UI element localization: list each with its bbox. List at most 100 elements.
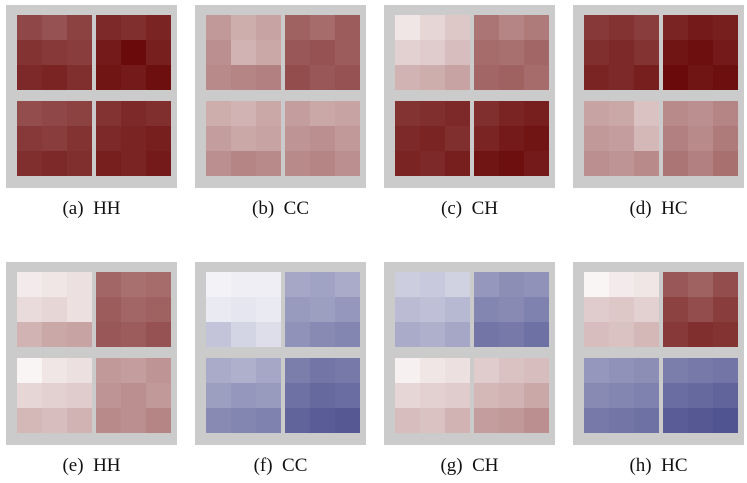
heatmap-cell (395, 408, 420, 433)
heatmap-cell (285, 408, 310, 433)
heatmap-cell (663, 297, 688, 322)
heatmap-cell (310, 40, 335, 65)
panel-caption: (f) CC (253, 455, 308, 476)
heatmap-cell (285, 322, 310, 347)
heatmap-cell (231, 65, 256, 90)
heatmap-cell (285, 101, 310, 126)
heatmap-cell (445, 101, 470, 126)
heatmap-cell (609, 322, 634, 347)
heatmap-cell (688, 272, 713, 297)
heatmap-cell (524, 151, 549, 176)
heatmap-block-1 (395, 15, 470, 90)
heatmap-cell (584, 297, 609, 322)
heatmap-cell (395, 126, 420, 151)
heatmap-cell (584, 151, 609, 176)
heatmap-cell (663, 151, 688, 176)
heatmap-cell (688, 15, 713, 40)
heatmap-cell (688, 358, 713, 383)
heatmap-block-2 (285, 15, 360, 90)
heatmap-cell (688, 126, 713, 151)
panel-caption: (b) CC (252, 198, 309, 219)
heatmap-cell (609, 40, 634, 65)
heatmap-cell (42, 126, 67, 151)
heatmap-cell (688, 40, 713, 65)
heatmap-cell (584, 358, 609, 383)
heatmap-cell (121, 322, 146, 347)
heatmap-block-1 (206, 15, 281, 90)
heatmap-cell (499, 272, 524, 297)
heatmap-cell (17, 40, 42, 65)
heatmap-cell (121, 358, 146, 383)
heatmap-cell (17, 126, 42, 151)
heatmap-cell (96, 383, 121, 408)
heatmap-cell (121, 101, 146, 126)
heatmap-cell (146, 151, 171, 176)
heatmap-cell (42, 15, 67, 40)
heatmap-cell (395, 40, 420, 65)
heatmap-block-1 (584, 272, 659, 347)
heatmap-cell (634, 408, 659, 433)
heatmap-cell (395, 101, 420, 126)
heatmap-cell (335, 358, 360, 383)
heatmap-cell (634, 272, 659, 297)
heatmap-cell (256, 408, 281, 433)
heatmap-cell (499, 40, 524, 65)
heatmap-cell (206, 126, 231, 151)
heatmap-cell (231, 40, 256, 65)
heatmap-cell (335, 101, 360, 126)
heatmap-cell (17, 383, 42, 408)
heatmap-cell (499, 15, 524, 40)
heatmap-cell (474, 322, 499, 347)
heatmap-cell (713, 40, 738, 65)
heatmap-cell (285, 151, 310, 176)
heatmap-cell (663, 15, 688, 40)
heatmap-cell (524, 297, 549, 322)
heatmap-cell (524, 408, 549, 433)
heatmap-cell (67, 297, 92, 322)
heatmap-cell (17, 297, 42, 322)
heatmap-cell (67, 15, 92, 40)
heatmap-cell (231, 297, 256, 322)
heatmap-cell (420, 272, 445, 297)
heatmap-cell (96, 40, 121, 65)
heatmap-cell (609, 65, 634, 90)
heatmap-cell (67, 151, 92, 176)
heatmap-cell (121, 15, 146, 40)
heatmap-cell (445, 358, 470, 383)
heatmap-cell (395, 322, 420, 347)
panel-caption: (c) CH (441, 198, 498, 219)
heatmap-panel-5 (6, 262, 177, 445)
heatmap-cell (634, 126, 659, 151)
heatmap-cell (663, 65, 688, 90)
heatmap-panel-3 (384, 5, 555, 188)
heatmap-cell (524, 15, 549, 40)
heatmap-cell (499, 297, 524, 322)
heatmap-cell (420, 358, 445, 383)
panel-caption: (d) HC (629, 198, 688, 219)
heatmap-cell (499, 408, 524, 433)
heatmap-cell (445, 322, 470, 347)
heatmap-panel-2 (195, 5, 366, 188)
heatmap-cell (445, 40, 470, 65)
heatmap-cell (206, 322, 231, 347)
panel-caption: (h) HC (629, 455, 688, 476)
heatmap-cell (285, 383, 310, 408)
heatmap-cell (285, 65, 310, 90)
heatmap-block-2 (285, 272, 360, 347)
heatmap-cell (634, 358, 659, 383)
heatmap-cell (285, 15, 310, 40)
heatmap-cell (17, 322, 42, 347)
heatmap-cell (42, 383, 67, 408)
heatmap-cell (42, 272, 67, 297)
heatmap-cell (310, 383, 335, 408)
heatmap-cell (713, 101, 738, 126)
heatmap-cell (285, 272, 310, 297)
heatmap-cell (335, 126, 360, 151)
heatmap-cell (310, 322, 335, 347)
heatmap-cell (634, 383, 659, 408)
heatmap-cell (713, 126, 738, 151)
heatmap-cell (634, 40, 659, 65)
heatmap-cell (420, 297, 445, 322)
heatmap-cell (499, 65, 524, 90)
